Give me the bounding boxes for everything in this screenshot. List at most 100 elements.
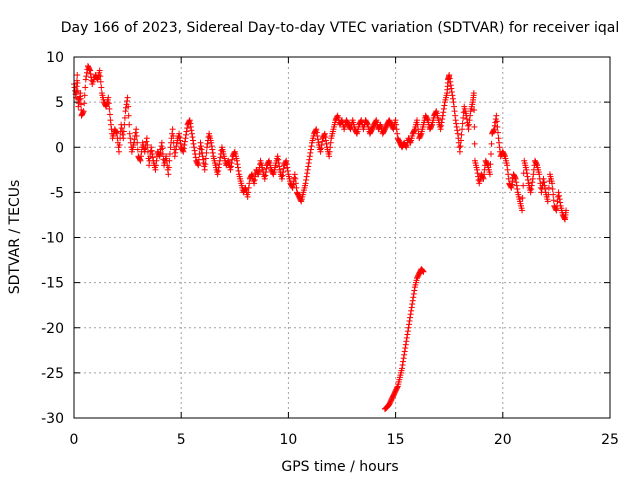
data-point-interp (529, 179, 536, 186)
data-point-interp (131, 136, 138, 143)
data-point (124, 94, 131, 101)
data-point (407, 311, 414, 318)
data-point (113, 130, 120, 137)
data-point-interp (399, 361, 406, 368)
data-point (163, 153, 170, 160)
data-point (171, 153, 178, 160)
data-point-interp (292, 175, 299, 182)
data-point-interp (202, 161, 209, 168)
data-point-interp (81, 92, 88, 99)
data-point (291, 171, 298, 178)
data-point-interp (275, 160, 282, 167)
data-point-interp (513, 179, 520, 186)
data-point-interp (215, 167, 222, 174)
data-point (450, 99, 457, 106)
data-point-interp (283, 161, 290, 168)
data-point-interp (389, 125, 396, 132)
data-point-interp (542, 185, 549, 192)
data-point-interp (191, 147, 198, 154)
x-tick-label: 25 (601, 432, 619, 448)
data-point (191, 144, 198, 151)
data-point-interp (184, 125, 191, 132)
y-tick-label: -30 (41, 411, 64, 427)
data-point (87, 67, 94, 74)
data-point-interp (451, 108, 458, 115)
y-axis-label: SDTVAR / TECUs (7, 180, 23, 295)
data-point-interp (409, 301, 416, 308)
data-point-interp (479, 174, 486, 181)
grid-lines (74, 57, 610, 418)
data-point-interp (280, 165, 287, 172)
data-point-interp (159, 145, 166, 152)
data-point-interp (453, 123, 460, 130)
data-point (201, 166, 208, 173)
data-point (456, 148, 463, 155)
data-point-interp (347, 125, 354, 132)
data-point-interp (231, 149, 238, 156)
data-point-interp (471, 107, 478, 114)
y-tick-label: -10 (41, 231, 64, 247)
data-point-interp (411, 287, 418, 294)
data-point-interp (400, 358, 407, 365)
data-point-interp (204, 140, 211, 147)
data-point-interp (402, 143, 409, 150)
data-point (508, 184, 515, 191)
data-point-interp (82, 84, 89, 91)
data-point-interp (293, 184, 300, 191)
data-point (261, 175, 268, 182)
data-point-interp (134, 139, 141, 146)
data-point-interp (98, 84, 105, 91)
data-point-interp (190, 140, 197, 147)
data-point-interp (136, 156, 143, 163)
data-point-interp (408, 304, 415, 311)
data-point-interp (488, 140, 495, 147)
data-point-interp (481, 171, 488, 178)
data-point-interp (177, 140, 184, 147)
data-point-interp (439, 116, 446, 123)
data-point-interp (550, 191, 557, 198)
data-point (80, 108, 87, 115)
data-point-interp (74, 79, 81, 86)
data-point (182, 135, 189, 142)
data-point-interp (263, 165, 270, 172)
data-point (544, 198, 551, 205)
data-point-interp (314, 132, 321, 139)
data-point (399, 365, 406, 372)
data-point-interp (411, 127, 418, 134)
data-point-interp (192, 154, 199, 161)
data-point (82, 76, 89, 83)
data-point (317, 148, 324, 155)
data-point-interp (118, 125, 125, 132)
data-point-interp (404, 328, 411, 335)
data-point-interp (183, 128, 190, 135)
data-point-interp (458, 131, 465, 138)
data-point (519, 207, 526, 214)
data-point-interp (323, 140, 330, 147)
data-point-interp (134, 146, 141, 153)
data-point-interp (180, 145, 187, 152)
data-point (233, 157, 240, 164)
data-point-interp (307, 149, 314, 156)
data-point-interp (357, 118, 364, 125)
data-point (414, 117, 421, 124)
data-point (480, 175, 487, 182)
data-point-interp (176, 134, 183, 141)
data-point-interp (451, 103, 458, 110)
data-point-interp (149, 151, 156, 158)
data-point-interp (403, 334, 410, 341)
data-point (448, 85, 455, 92)
data-point (504, 162, 511, 169)
data-point-interp (157, 149, 164, 156)
data-point-interp (453, 120, 460, 127)
data-point-interp (87, 70, 94, 77)
data-point (403, 338, 410, 345)
data-point (96, 67, 103, 74)
chart-title: Day 166 of 2023, Sidereal Day-to-day VTE… (61, 20, 619, 36)
data-point-interp (143, 138, 150, 145)
data-point (152, 166, 159, 173)
data-point-interp (541, 182, 548, 189)
data-point (208, 139, 215, 146)
data-point (137, 157, 144, 164)
data-point (158, 139, 165, 146)
